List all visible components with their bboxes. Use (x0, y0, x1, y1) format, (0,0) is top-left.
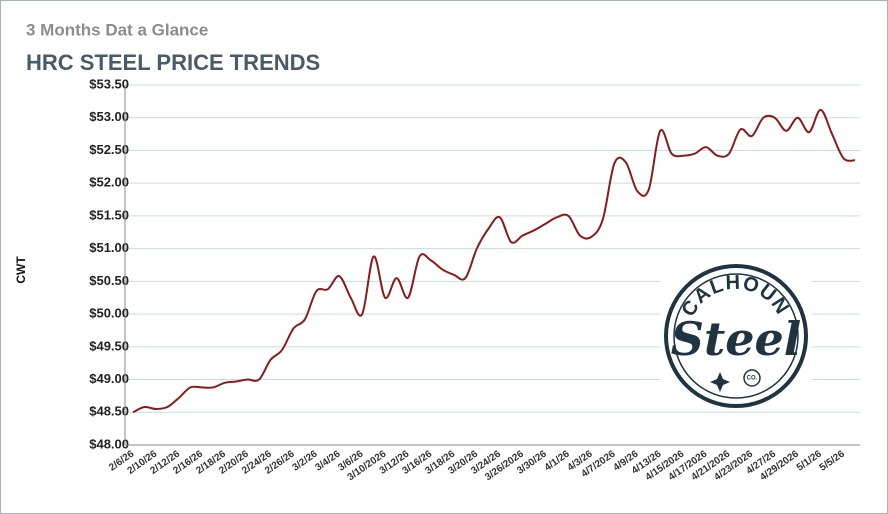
y-tick-label: $51.50 (89, 207, 129, 222)
logo-star (710, 372, 730, 392)
logo-main: Steel (671, 312, 801, 366)
logo-badge (743, 369, 761, 387)
y-tick-label: $48.00 (89, 436, 129, 451)
y-tick-label: $48.50 (89, 404, 129, 419)
chart-title: HRC STEEL PRICE TRENDS (26, 50, 320, 75)
logo-small: CO. (747, 376, 758, 382)
logo: CALHOUN Steel CO. (660, 264, 812, 408)
y-axis-label: CWT (14, 256, 28, 284)
logo-ring (664, 264, 808, 408)
logo-ring-inner (673, 273, 799, 399)
y-tick-label: $53.50 (89, 76, 129, 91)
y-tick-label: $50.50 (89, 273, 129, 288)
y-tick-label: $53.00 (89, 109, 129, 124)
y-tick-label: $49.00 (89, 371, 129, 386)
y-tick-label: $50.00 (89, 306, 129, 321)
y-tick-label: $52.50 (89, 142, 129, 157)
chart-subtitle: 3 Months Dat a Glance (26, 20, 208, 39)
y-tick-label: $49.50 (89, 338, 129, 353)
y-tick-label: $51.00 (89, 240, 129, 255)
price-line (132, 108, 856, 414)
y-tick-label: $52.00 (89, 175, 129, 190)
